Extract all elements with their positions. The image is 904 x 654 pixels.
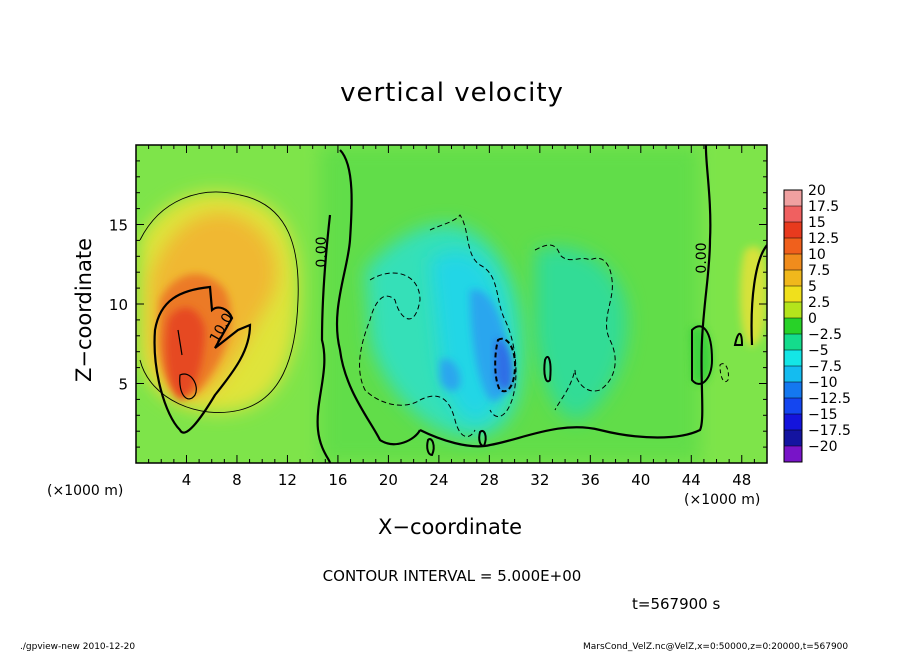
- colorbar-swatch: [784, 318, 802, 335]
- contour-interval-text: CONTOUR INTERVAL = 5.000E+00: [322, 567, 582, 585]
- footer-left-text: ./gpview-new 2010-12-20: [20, 642, 136, 652]
- x-unit-right: (×1000 m): [684, 492, 761, 508]
- x-tick-label: 48: [732, 471, 751, 489]
- x-tick-label: 40: [631, 471, 650, 489]
- chart-title: vertical velocity: [340, 78, 564, 108]
- colorbar-label: −20: [808, 439, 838, 455]
- y-tick-label: 15: [109, 217, 128, 235]
- colorbar-label: 20: [808, 183, 826, 199]
- colorbar-swatch: [784, 334, 802, 351]
- contour-15: [179, 373, 197, 400]
- contour-minus5-left: [359, 272, 476, 438]
- colorbar-swatch: [784, 206, 802, 223]
- colorbar-label: 15: [808, 215, 826, 231]
- contour-lines: [139, 145, 767, 463]
- y-tick-label: 10: [109, 296, 128, 314]
- x-tick-label: 16: [328, 471, 347, 489]
- heatmap-region-downdraft-core: [495, 339, 513, 391]
- x-axis-label: X−coordinate: [0, 515, 904, 539]
- x-tick-label: 8: [232, 471, 242, 489]
- colorbar-label: 12.5: [808, 231, 839, 247]
- contour-minus10: [494, 337, 517, 393]
- colorbar-label: −5: [808, 343, 829, 359]
- time-label: t=567900 s: [632, 595, 721, 613]
- x-tick-label: 24: [429, 471, 448, 489]
- colorbar-swatch: [784, 254, 802, 271]
- colorbar-label: 0: [808, 311, 817, 327]
- heatmap-field: [136, 145, 767, 463]
- x-axis-label-text: X−coordinate: [378, 515, 522, 539]
- contour-label: 0.00: [314, 236, 330, 267]
- colorbar-swatch: [784, 302, 802, 319]
- colorbar-swatch: [784, 238, 802, 255]
- heatmap-region-updraft-core: [165, 307, 205, 400]
- x-tick-label: 36: [581, 471, 600, 489]
- colorbar-label: 7.5: [808, 263, 830, 279]
- colorbar-swatch: [784, 222, 802, 239]
- colorbar-label: −10: [808, 375, 838, 391]
- colorbar-label: −17.5: [808, 423, 851, 439]
- colorbar: 2017.51512.5107.552.50−2.5−5−7.5−10−12.5…: [783, 183, 851, 463]
- y-axis-label: Z−coordinate: [72, 238, 96, 382]
- colorbar-label: −15: [808, 407, 838, 423]
- colorbar-label: 2.5: [808, 295, 830, 311]
- x-tick-label: 28: [480, 471, 499, 489]
- colorbar-swatch: [784, 350, 802, 367]
- x-tick-label: 12: [278, 471, 297, 489]
- x-tick-label: 20: [379, 471, 398, 489]
- contour-zero-left: [316, 149, 421, 463]
- colorbar-swatch: [784, 270, 802, 287]
- colorbar-swatch: [784, 398, 802, 415]
- contour-label: 0.00: [694, 242, 710, 273]
- x-tick-label: 32: [530, 471, 549, 489]
- contour-minus5-right: [534, 244, 616, 411]
- colorbar-label: 5: [808, 279, 817, 295]
- colorbar-label: −2.5: [808, 327, 842, 343]
- x-tick-label: 4: [182, 471, 192, 489]
- colorbar-label: −12.5: [808, 391, 851, 407]
- heatmap-region-downdraft-right: [535, 247, 628, 420]
- contour-minus5-mid: [429, 214, 517, 418]
- contour-zero-right: [419, 145, 712, 448]
- colorbar-swatch: [784, 446, 802, 463]
- colorbar-swatch: [784, 286, 802, 303]
- x-unit-left: (×1000 m): [47, 483, 124, 499]
- y-tick-label: 5: [118, 376, 128, 394]
- colorbar-swatch: [784, 430, 802, 447]
- colorbar-label: 17.5: [808, 199, 839, 215]
- colorbar-swatch: [784, 190, 802, 207]
- contour-10: [153, 285, 252, 434]
- x-tick-label: 44: [682, 471, 701, 489]
- colorbar-swatch: [784, 366, 802, 383]
- colorbar-label: 10: [808, 247, 826, 263]
- colorbar-label: −7.5: [808, 359, 842, 375]
- colorbar-swatch: [784, 414, 802, 431]
- colorbar-swatch: [784, 382, 802, 399]
- footer-right-text: MarsCond_VelZ.nc@VelZ,x=0:50000,z=0:2000…: [583, 642, 849, 652]
